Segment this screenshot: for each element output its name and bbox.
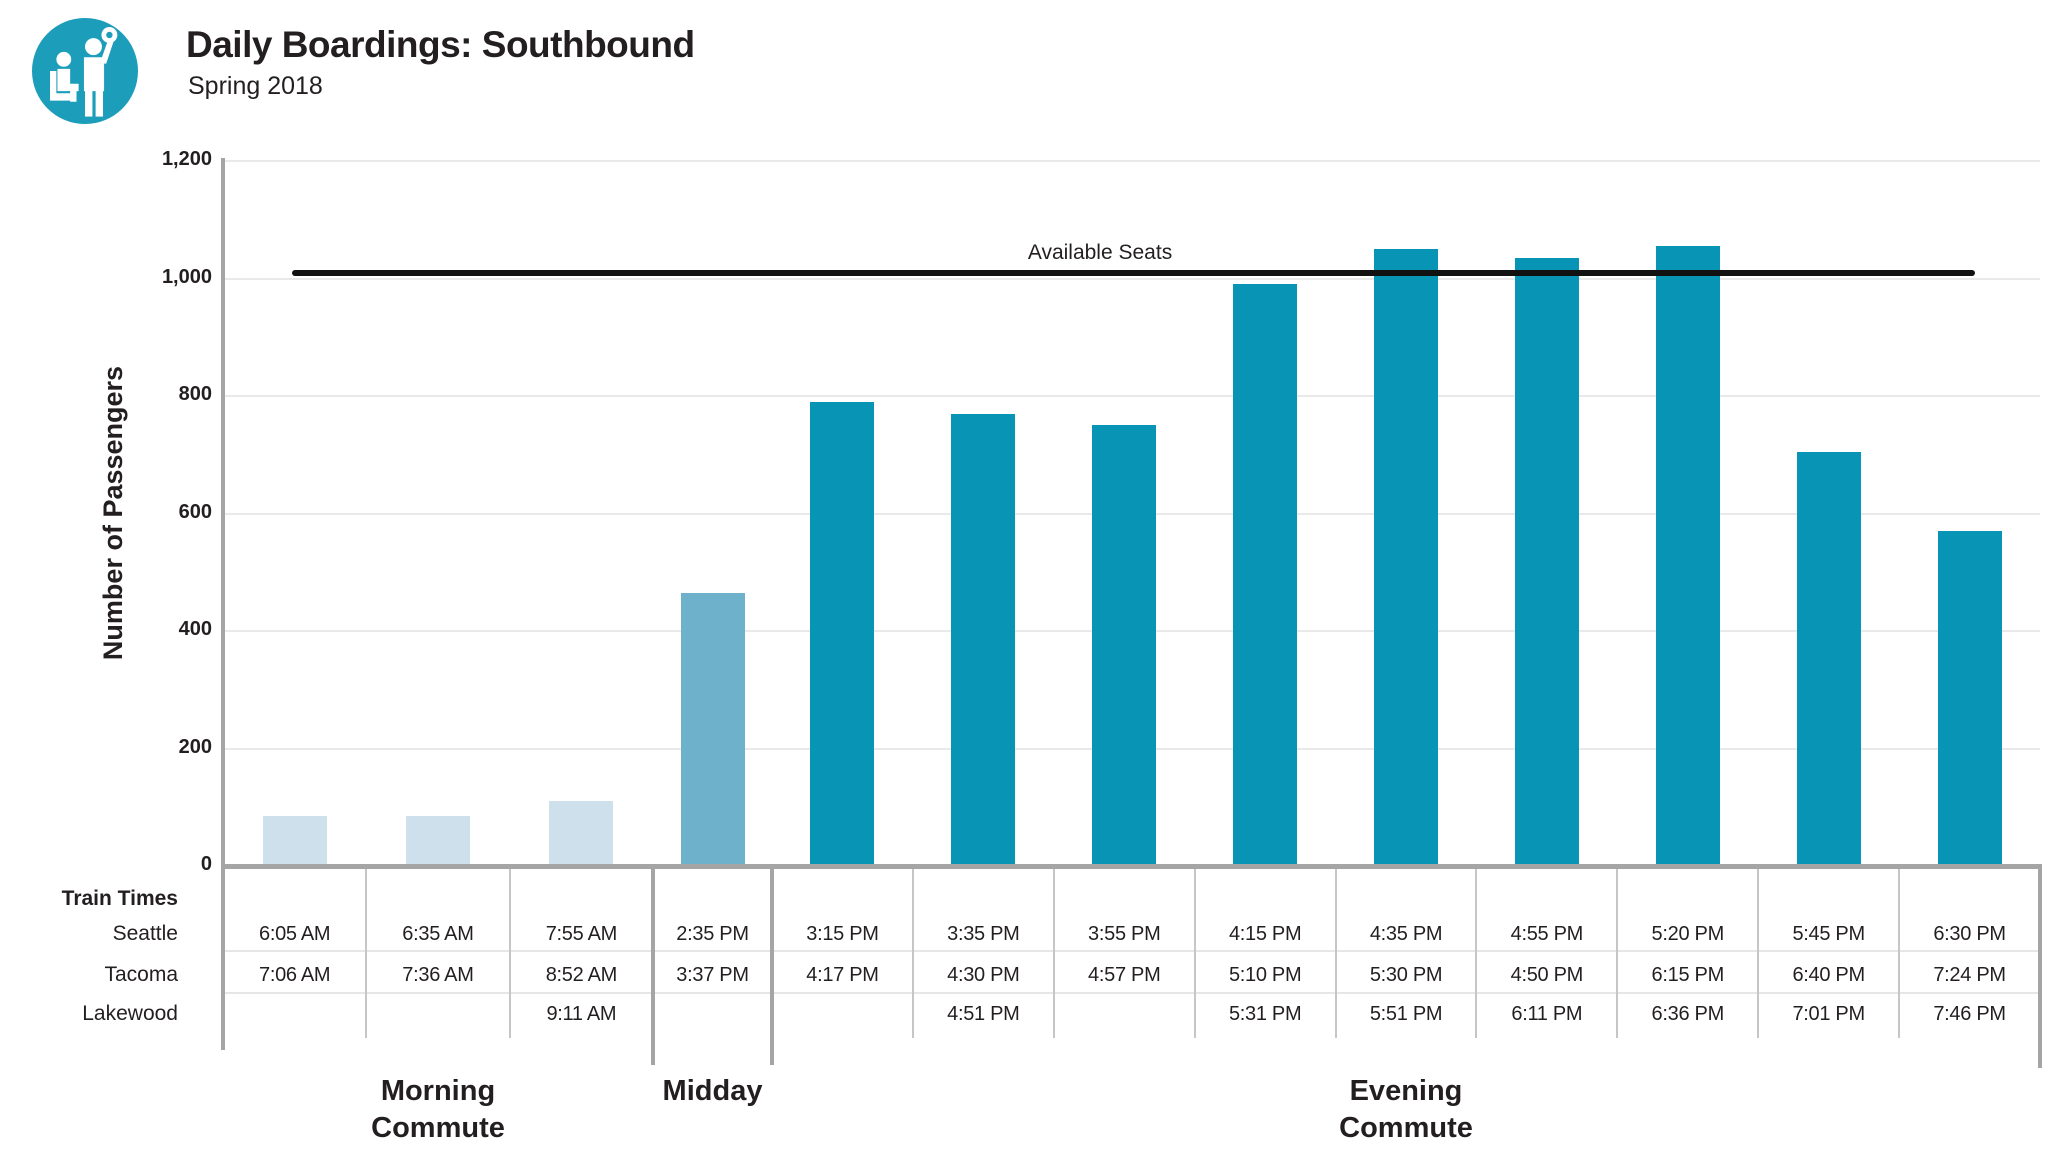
- column-separator: [1193, 868, 1196, 1038]
- group-border: [651, 866, 655, 1065]
- train-time-cell: 6:36 PM: [1651, 1003, 1725, 1025]
- bar-7: [1092, 425, 1157, 866]
- train-time-cell: 3:37 PM: [676, 964, 749, 986]
- column-separator: [1757, 868, 1760, 1038]
- train-time-cell: 3:35 PM: [947, 923, 1020, 945]
- train-time-cell: 7:55 AM: [545, 923, 618, 945]
- column-separator: [1334, 868, 1337, 1038]
- row-label-seattle: Seattle: [112, 922, 178, 945]
- gridline: [223, 277, 2040, 280]
- y-tick-label: 1,000: [161, 265, 212, 288]
- y-axis-line: [221, 158, 225, 1050]
- group-label-line: Commute: [371, 1112, 505, 1144]
- group-label-morning: Morning Commute: [223, 1073, 653, 1147]
- train-time-cell: 3:15 PM: [806, 923, 879, 945]
- y-tick-label: 400: [178, 618, 212, 640]
- train-time-cell: 7:24 PM: [1933, 964, 2006, 986]
- bar-11: [1655, 246, 1720, 866]
- train-time-cell: 4:30 PM: [947, 964, 1020, 986]
- transit-riders-icon: [32, 18, 138, 124]
- group-label-line: Evening: [1349, 1075, 1463, 1107]
- y-tick-label: 1,200: [161, 148, 212, 170]
- bar-5: [810, 401, 875, 866]
- bar-10: [1514, 257, 1579, 866]
- train-time-cell: 6:40 PM: [1792, 964, 1865, 986]
- bar-2: [406, 816, 470, 866]
- train-time-cell: 5:45 PM: [1792, 923, 1865, 945]
- table-row-separator: [223, 950, 2040, 952]
- gridline: [223, 160, 2040, 162]
- column-separator: [1052, 868, 1055, 1038]
- column-separator: [1475, 868, 1478, 1038]
- train-time-cell: 5:10 PM: [1228, 964, 1302, 986]
- train-time-cell: 6:30 PM: [1933, 923, 2006, 945]
- train-time-cell: 3:55 PM: [1088, 923, 1161, 945]
- train-time-cell: 5:20 PM: [1651, 923, 1725, 945]
- train-time-cell: 5:30 PM: [1369, 964, 1443, 986]
- row-label-lakewood: Lakewood: [82, 1002, 178, 1025]
- train-times-header: Train Times: [61, 887, 178, 910]
- y-tick-label: 600: [178, 500, 212, 523]
- train-time-cell: 4:51 PM: [947, 1003, 1020, 1025]
- train-time-cell: 6:35 AM: [402, 923, 474, 945]
- train-time-cell: 2:35 PM: [676, 923, 749, 945]
- train-time-cell: 7:01 PM: [1792, 1003, 1865, 1025]
- available-seats-line: [292, 269, 1975, 276]
- train-time-cell: 4:57 PM: [1088, 964, 1161, 986]
- group-label-midday: Midday: [653, 1073, 772, 1110]
- available-seats-label: Available Seats: [1027, 241, 1173, 264]
- group-label-line: Midday: [662, 1075, 763, 1107]
- gridline: [223, 395, 2040, 397]
- train-time-cell: 6:15 PM: [1651, 964, 1725, 986]
- train-time-cell: 5:31 PM: [1228, 1003, 1302, 1025]
- column-separator: [1898, 868, 1901, 1038]
- train-time-cell: 6:11 PM: [1511, 1003, 1583, 1025]
- group-label-evening: Evening Commute: [772, 1073, 2040, 1147]
- bar-13: [1937, 531, 2002, 866]
- train-time-cell: 4:17 PM: [806, 964, 879, 986]
- page-title: Daily Boardings: Southbound: [186, 24, 695, 65]
- group-border: [770, 866, 774, 1065]
- x-axis-line: [221, 864, 2042, 869]
- group-border: [2038, 866, 2042, 1068]
- train-time-cell: 7:46 PM: [1933, 1003, 2006, 1025]
- bar-4: [680, 592, 745, 866]
- y-tick-label: 200: [178, 735, 212, 758]
- column-separator: [365, 868, 368, 1038]
- train-time-cell: 4:50 PM: [1510, 964, 1584, 986]
- bar-1: [262, 816, 327, 866]
- train-time-cell: 5:51 PM: [1369, 1003, 1443, 1025]
- column-separator: [1616, 868, 1619, 1038]
- bar-12: [1796, 451, 1861, 866]
- y-tick-label: 800: [178, 383, 212, 405]
- bar-6: [951, 413, 1016, 866]
- bar-9: [1374, 249, 1438, 866]
- bar-3: [549, 801, 614, 866]
- train-time-cell: 7:06 AM: [259, 964, 331, 986]
- train-time-cell: 4:15 PM: [1228, 923, 1302, 945]
- page-subtitle: Spring 2018: [188, 72, 323, 100]
- train-time-cell: 4:55 PM: [1510, 923, 1584, 945]
- table-row-separator: [223, 992, 2040, 994]
- train-time-cell: 4:35 PM: [1369, 923, 1443, 945]
- y-tick-label: 0: [200, 853, 212, 875]
- train-time-cell: 7:36 AM: [402, 964, 474, 986]
- column-separator: [508, 868, 511, 1038]
- column-separator: [911, 868, 914, 1038]
- bar-8: [1233, 284, 1298, 866]
- train-time-cell: 8:52 AM: [545, 964, 618, 986]
- train-time-cell: 6:05 AM: [259, 923, 331, 945]
- train-time-cell: 9:11 AM: [546, 1003, 617, 1025]
- group-label-line: Commute: [1339, 1112, 1473, 1144]
- group-label-line: Morning: [380, 1075, 496, 1107]
- row-label-tacoma: Tacoma: [104, 963, 178, 986]
